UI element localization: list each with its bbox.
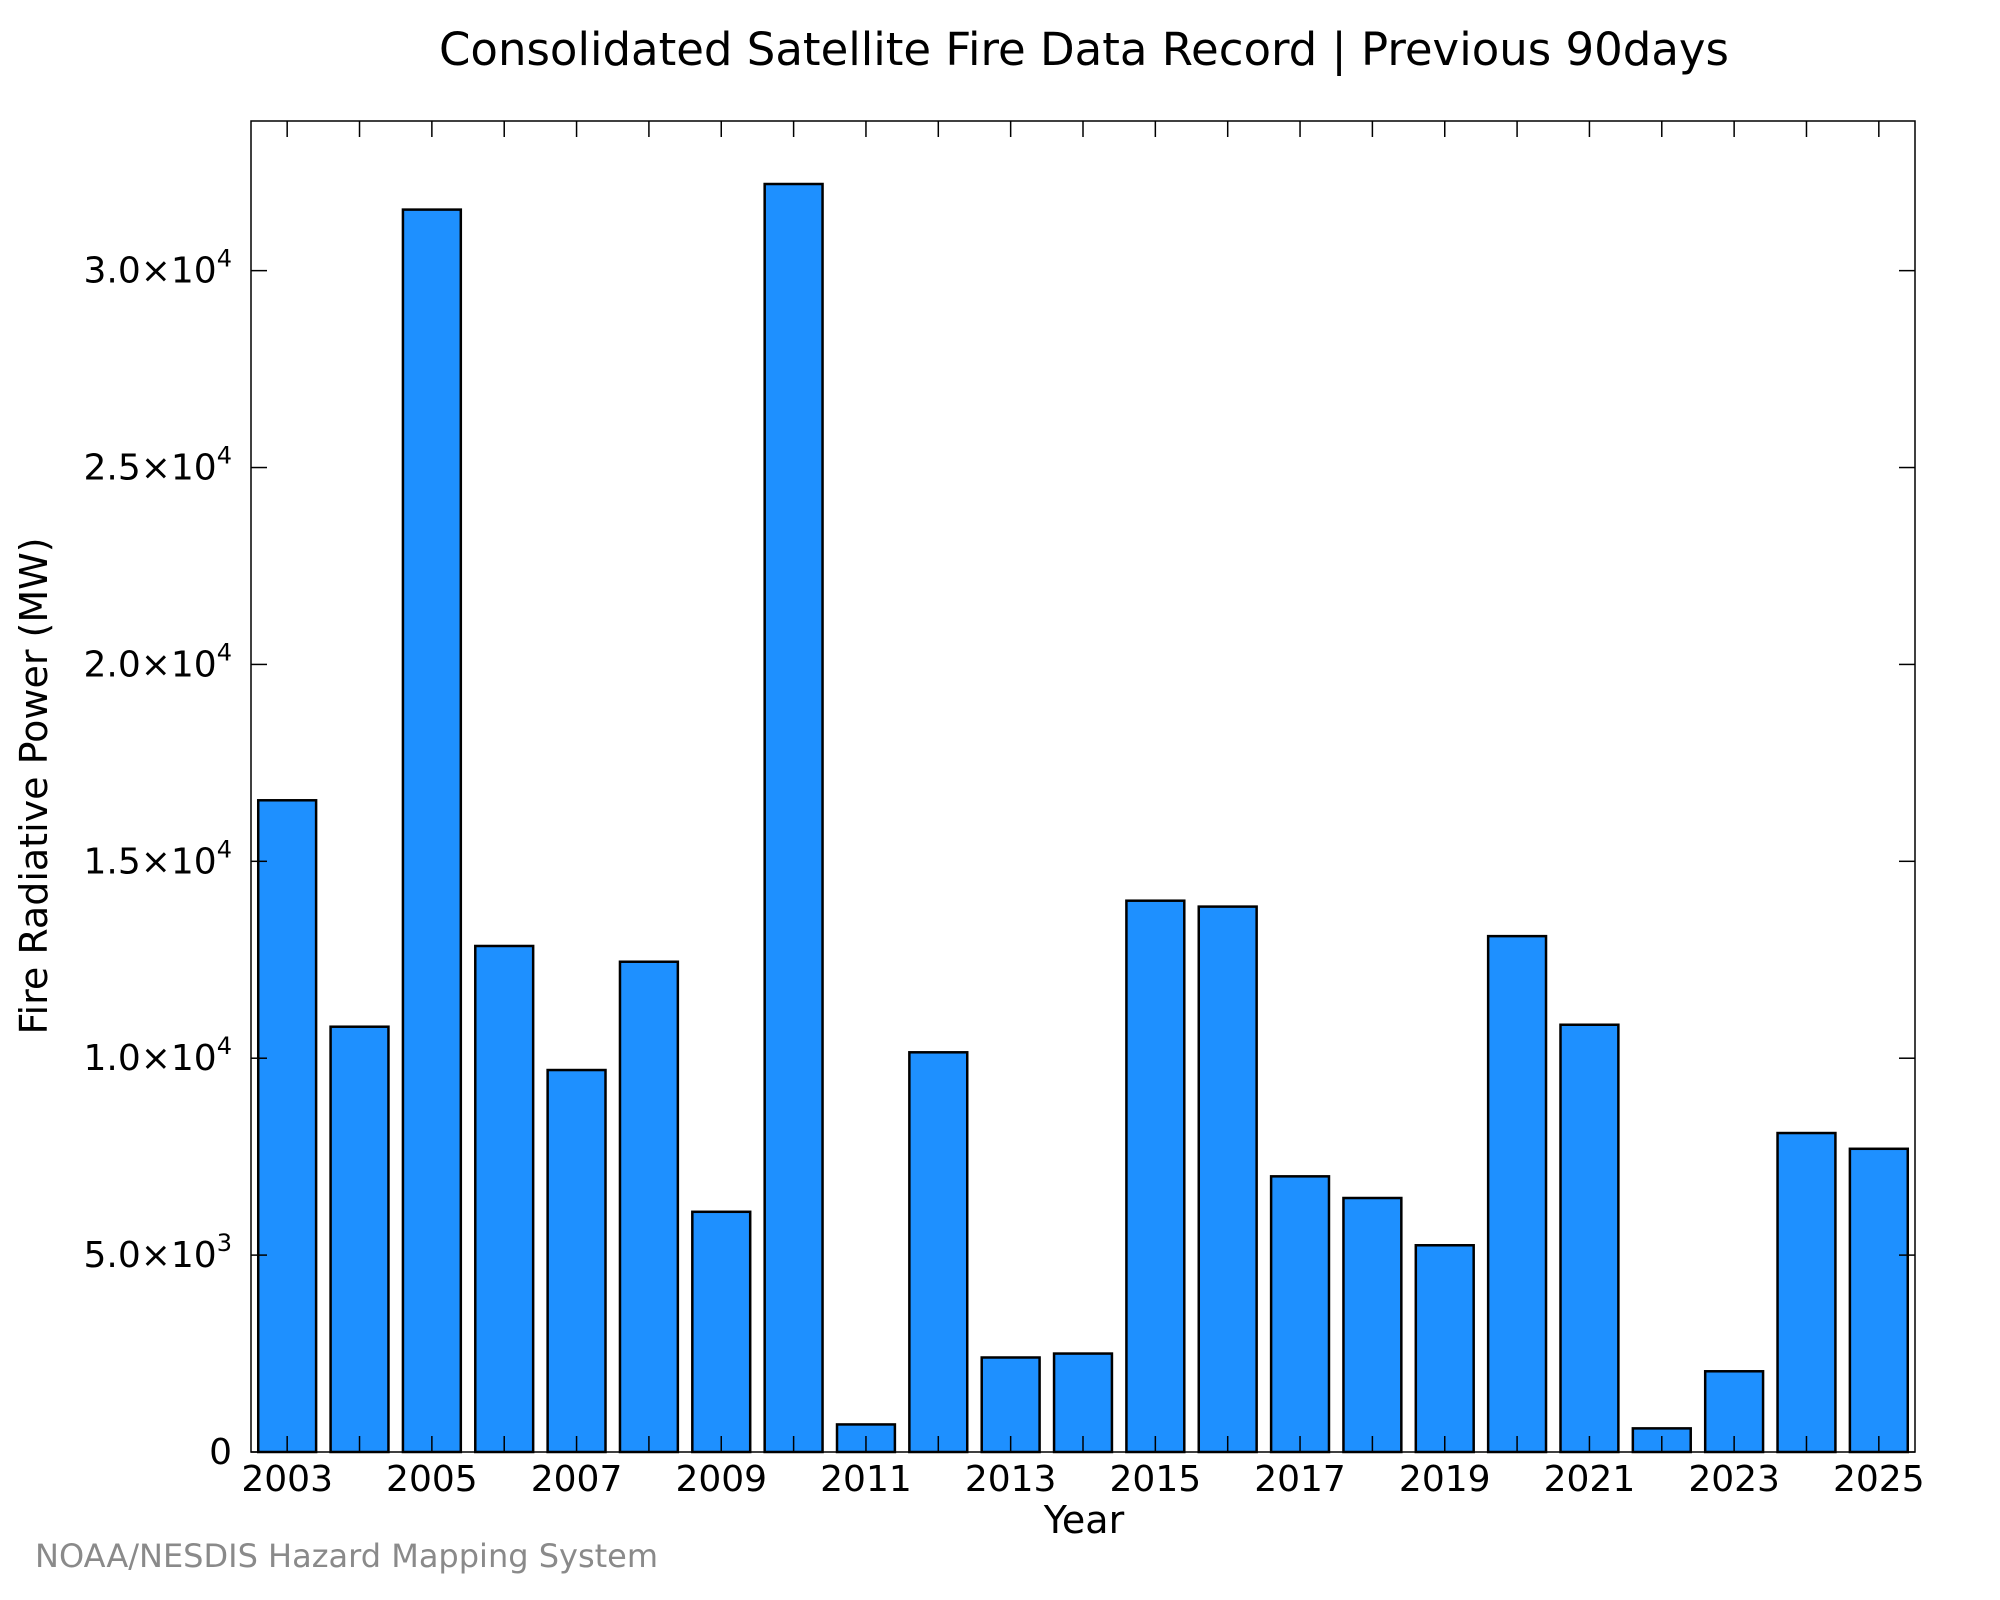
bar-2019 xyxy=(1414,1244,1475,1454)
x-tick-label: 2017 xyxy=(1254,1459,1346,1500)
x-tick-label: 2013 xyxy=(965,1459,1057,1500)
x-tick-label: 2005 xyxy=(386,1459,478,1500)
bar-2006 xyxy=(474,944,535,1454)
bar-2003 xyxy=(256,799,318,1454)
y-tick-label: 5.0×103 xyxy=(83,1229,232,1276)
bar-2015 xyxy=(1125,899,1186,1454)
x-axis: 2003 2005 2007 2009 2011 2013 2015 2017 2019 2021… xyxy=(241,121,1925,1500)
bar-2024 xyxy=(1776,1131,1837,1454)
bar-2018 xyxy=(1342,1196,1403,1454)
y-tick-label: 1.5×104 xyxy=(83,835,232,882)
x-tick-label: 2025 xyxy=(1833,1459,1925,1500)
bars-group xyxy=(256,182,1910,1454)
y-tick-label: 3.0×104 xyxy=(83,245,232,292)
x-tick-label: 2021 xyxy=(1544,1459,1636,1500)
source-credit: NOAA/NESDIS Hazard Mapping System xyxy=(35,1537,659,1575)
x-tick-label: 2015 xyxy=(1110,1459,1202,1500)
y-tick-label: 2.0×104 xyxy=(83,638,232,685)
bar-2010 xyxy=(763,182,824,1454)
bar-2017 xyxy=(1269,1175,1331,1454)
y-tick-label: 0 xyxy=(209,1432,232,1473)
y-axis-label: Fire Radiative Power (MW) xyxy=(12,537,56,1034)
bar-2025 xyxy=(1848,1147,1910,1454)
bar-2005 xyxy=(401,208,463,1454)
bar-2007 xyxy=(546,1068,607,1454)
x-tick-label: 2007 xyxy=(531,1459,623,1500)
bar-2009 xyxy=(691,1210,752,1454)
x-tick-label: 2023 xyxy=(1688,1459,1780,1500)
y-tick-label: 2.5×104 xyxy=(83,442,232,489)
x-tick-label: 2003 xyxy=(241,1459,333,1500)
chart-title: Consolidated Satellite Fire Data Record … xyxy=(439,23,1729,76)
bar-2016 xyxy=(1197,905,1258,1454)
x-axis-label: Year xyxy=(1043,1498,1125,1542)
bar-2008 xyxy=(618,960,680,1454)
y-axis: 0 5.0×103 1.0×104 1.5×104 2.0×104 2.5×104 3.0×… xyxy=(83,245,1915,1473)
x-tick-label: 2019 xyxy=(1399,1459,1491,1500)
x-tick-label: 2009 xyxy=(675,1459,767,1500)
y-tick-label: 1.0×104 xyxy=(83,1032,232,1079)
bar-2004 xyxy=(329,1025,390,1454)
x-tick-label: 2011 xyxy=(820,1459,912,1500)
bar-2012 xyxy=(908,1051,969,1454)
bar-2021 xyxy=(1559,1023,1620,1454)
bar-2020 xyxy=(1486,934,1548,1454)
